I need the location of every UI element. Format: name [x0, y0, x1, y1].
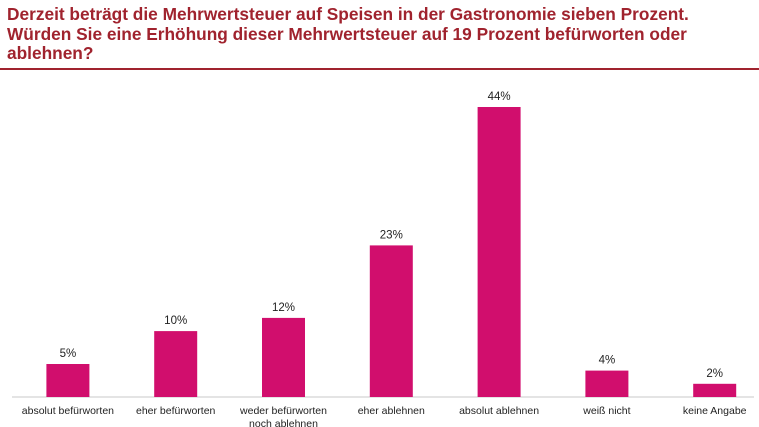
data-label-3: 12% — [272, 302, 295, 314]
data-label-5: 44% — [488, 91, 511, 103]
bar-1 — [46, 364, 90, 397]
title-divider — [0, 68, 759, 70]
data-label-1: 5% — [60, 348, 77, 360]
category-label-2: eher befürworten — [136, 405, 216, 417]
category-label-4: eher ablehnen — [358, 405, 425, 417]
category-label-1: absolut befürworten — [22, 405, 114, 417]
category-label-6: weiß nicht — [582, 405, 630, 417]
bar-group: 5% absolut befürworten 10% eher befürworten… — [22, 91, 747, 427]
category-label-7: keine Angabe — [683, 405, 747, 417]
data-label-2: 10% — [164, 315, 187, 327]
category-label-5: absolut ablehnen — [459, 405, 539, 417]
bar-2 — [154, 331, 198, 397]
data-label-7: 2% — [706, 368, 723, 380]
data-label-4: 23% — [380, 229, 403, 241]
chart-title: Derzeit beträgt die Mehrwertsteuer auf S… — [7, 4, 752, 64]
bar-5 — [477, 107, 521, 397]
category-label-3: weder befürworten noch ablehnen — [239, 405, 327, 427]
bar-3 — [262, 317, 305, 397]
bar-7 — [693, 383, 737, 397]
chart-title-line-3: ablehnen? — [7, 43, 94, 63]
bar-4 — [369, 245, 413, 397]
bar-6 — [585, 370, 629, 397]
chart-title-line-1: Derzeit beträgt die Mehrwertsteuer auf S… — [7, 4, 689, 24]
chart-title-line-2: Würden Sie eine Erhöhung dieser Mehrwert… — [7, 23, 687, 44]
data-label-6: 4% — [599, 355, 616, 367]
